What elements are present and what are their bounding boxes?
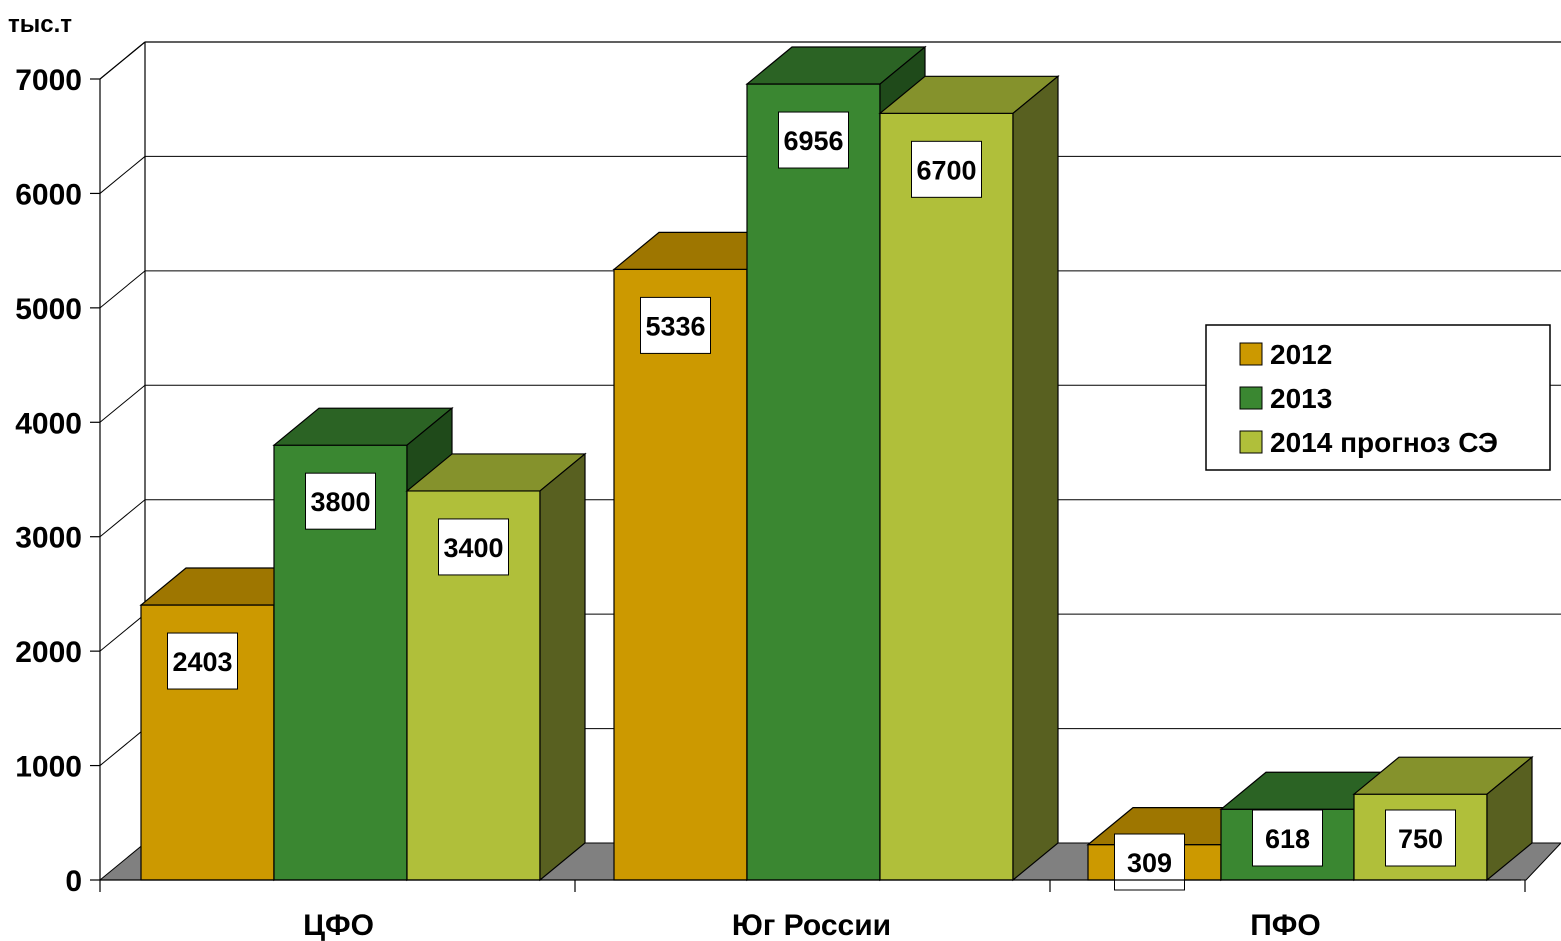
legend-box — [1205, 324, 1551, 471]
legend-swatch — [1239, 386, 1263, 410]
bars — [139, 45, 1534, 882]
legend-label: 2013 — [1270, 383, 1332, 414]
data-label: 750 — [1398, 824, 1443, 854]
bar — [746, 83, 881, 881]
data-label-box — [640, 296, 711, 354]
gridline-side — [99, 156, 146, 194]
data-label: 6956 — [783, 126, 843, 156]
category-label: ПФО — [1250, 909, 1321, 941]
gridline-side — [99, 613, 146, 652]
legend-swatch — [1239, 430, 1263, 454]
data-label: 3400 — [443, 533, 503, 563]
data-label-box — [911, 140, 982, 198]
y-axis-label: тыс.т — [8, 11, 72, 38]
legend-label: 2014 прогноз СЭ — [1270, 427, 1498, 458]
gridline-side — [99, 384, 146, 423]
y-tick-label: 7000 — [15, 64, 82, 97]
data-label-box — [1252, 809, 1323, 867]
data-label: 309 — [1127, 848, 1172, 878]
bar-side — [1486, 755, 1533, 882]
data-label-box — [1385, 809, 1456, 867]
y-tick-label: 3000 — [15, 522, 82, 555]
data-label-box — [167, 632, 238, 690]
y-tick-label: 5000 — [15, 293, 82, 326]
y-tick-label: 1000 — [15, 751, 82, 784]
legend: 2012 2013 2014 прогноз СЭ — [1205, 324, 1551, 471]
data-label: 618 — [1265, 824, 1310, 854]
axes: ЦФО Юг России ПФО 0 1000 2000 3000 4000 5000 6000… — [8, 11, 1526, 941]
gridline-side — [99, 499, 146, 538]
y-tick-label: 6000 — [15, 178, 82, 211]
bar-side — [1012, 75, 1059, 882]
y-tick-label: 0 — [65, 865, 82, 898]
bar-side — [539, 452, 586, 882]
legend-label: 2012 — [1270, 339, 1332, 370]
category-label: Юг России — [732, 909, 891, 941]
bar — [879, 112, 1014, 881]
data-label: 6700 — [916, 155, 976, 185]
y-tick-label: 4000 — [15, 407, 82, 440]
category-label: ЦФО — [303, 909, 374, 941]
data-label: 5336 — [645, 311, 705, 341]
legend-swatch — [1239, 342, 1263, 366]
y-tick-label: 2000 — [15, 636, 82, 669]
gridline-side — [99, 728, 146, 766]
data-label-box — [438, 518, 509, 576]
data-labels: 2403 3800 3400 5336 6956 6700 309 618 750 — [167, 111, 1456, 891]
bar — [613, 268, 748, 881]
gridline-side — [99, 270, 146, 309]
data-label-box — [1114, 833, 1185, 891]
data-label-box — [778, 111, 849, 169]
gridline-side — [99, 41, 146, 80]
data-label: 2403 — [172, 647, 232, 677]
data-label-box — [305, 472, 376, 530]
data-label: 3800 — [310, 487, 370, 517]
